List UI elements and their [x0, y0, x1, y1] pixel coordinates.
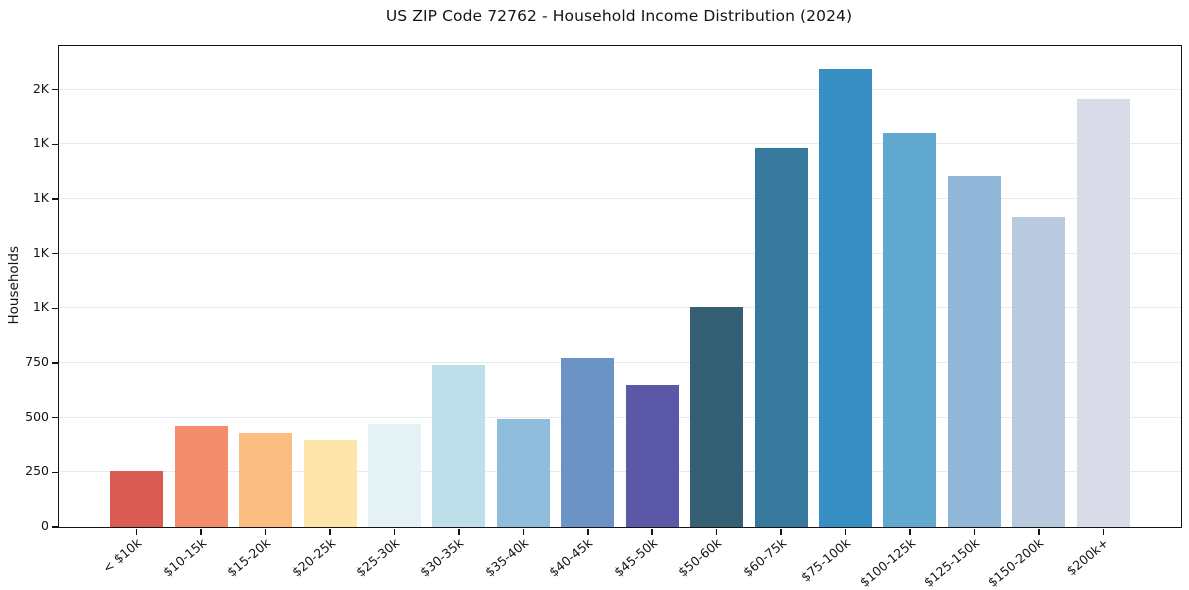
x-tick-label: $35-40k — [481, 535, 531, 580]
y-tick-mark — [51, 88, 58, 91]
y-tick-mark — [51, 526, 58, 528]
bar-$15-20k — [239, 433, 293, 527]
y-tick-mark — [51, 252, 58, 255]
y-axis-label: Households — [6, 246, 22, 325]
chart-title: US ZIP Code 72762 - Household Income Dis… — [385, 7, 853, 25]
bar-$75-100k — [819, 68, 873, 527]
x-tick-label: $20-25k — [288, 535, 338, 580]
bar-< $10k — [110, 470, 164, 527]
x-tick-label: < $10k — [99, 535, 145, 576]
x-tick-mark — [264, 528, 267, 535]
gridline — [59, 252, 1181, 254]
x-tick-mark — [651, 528, 653, 535]
bar-$50-60k — [690, 307, 744, 527]
x-tick-label: $100-125k — [856, 535, 918, 590]
bar-$30-35k — [432, 364, 486, 527]
y-tick-mark — [51, 471, 58, 474]
bar-$35-40k — [496, 418, 550, 527]
x-tick-mark — [1038, 528, 1040, 535]
bar-$200k+ — [1076, 98, 1130, 527]
x-tick-mark — [200, 528, 202, 535]
x-tick-mark — [329, 528, 331, 535]
y-tick-label: 1K — [32, 135, 49, 151]
bar-$40-45k — [561, 357, 615, 527]
x-tick-label: $50-60k — [675, 535, 725, 580]
x-tick-mark — [458, 528, 460, 535]
x-tick-label: $10-15k — [159, 535, 209, 580]
x-tick-label: $25-30k — [353, 535, 403, 580]
bar-$125-150k — [947, 175, 1001, 527]
bar-$45-50k — [625, 384, 679, 527]
bar-$100-125k — [883, 133, 937, 527]
bar-$20-25k — [303, 440, 357, 527]
y-tick-label: 2K — [32, 80, 49, 96]
x-tick-label: $40-45k — [546, 535, 596, 580]
gridline — [59, 88, 1181, 90]
x-tick-label: $45-50k — [610, 535, 660, 580]
bar-$150-200k — [1012, 216, 1066, 527]
y-tick-mark — [51, 362, 58, 364]
x-tick-mark — [393, 528, 396, 535]
x-tick-mark — [1102, 528, 1105, 535]
x-tick-label: $15-20k — [224, 535, 274, 580]
y-tick-label: 500 — [25, 408, 49, 424]
y-tick-mark — [51, 416, 58, 419]
x-tick-mark — [844, 528, 847, 535]
x-tick-mark — [135, 528, 138, 535]
y-tick-mark — [51, 198, 58, 200]
y-tick-mark — [51, 143, 58, 146]
x-tick-mark — [587, 528, 589, 535]
bar-$10-15k — [174, 426, 228, 527]
bar-$25-30k — [367, 424, 421, 527]
x-tick-mark — [715, 528, 718, 535]
x-tick-mark — [522, 528, 525, 535]
y-tick-label: 750 — [25, 354, 49, 370]
y-tick-label: 250 — [25, 463, 49, 479]
x-tick-mark — [780, 528, 782, 535]
x-tick-label: $75-100k — [797, 535, 854, 585]
gridline — [59, 198, 1181, 200]
y-tick-label: 1K — [32, 299, 49, 315]
gridline — [59, 362, 1181, 364]
plot-area: 0 250 500 750 1K 1K 1K 1K 2K < $10k $10-15k $15-20k… — [25, 45, 1182, 590]
y-tick-mark — [51, 307, 58, 310]
x-tick-label: $200k+ — [1063, 535, 1111, 579]
x-tick-label: $30-35k — [417, 535, 467, 580]
gridline — [59, 416, 1181, 418]
x-tick-mark — [909, 528, 911, 535]
x-tick-mark — [973, 528, 976, 535]
x-tick-label: $150-200k — [985, 535, 1047, 590]
x-tick-label: $60-75k — [739, 535, 789, 580]
gridline — [59, 307, 1181, 309]
bar-$60-75k — [754, 148, 808, 527]
gridline — [59, 143, 1181, 145]
gridline — [59, 471, 1181, 473]
x-tick-label: $125-150k — [920, 535, 983, 590]
y-tick-label: 1K — [32, 190, 49, 206]
y-tick-label: 1K — [32, 244, 49, 260]
y-tick-label: 0 — [41, 518, 49, 533]
